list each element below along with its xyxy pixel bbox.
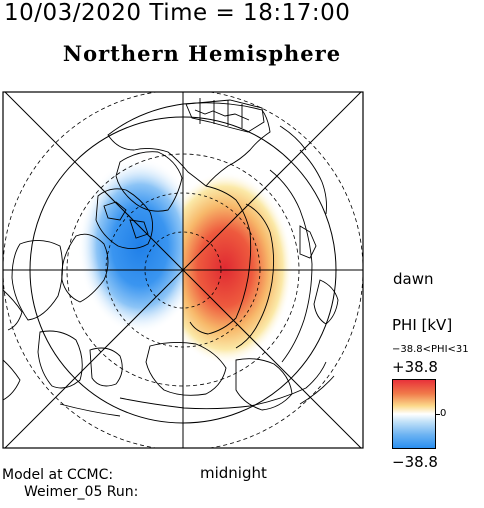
- colorbar: [392, 379, 436, 449]
- midnight-label: midnight: [200, 464, 267, 482]
- negative-cell: [78, 158, 183, 334]
- timestamp: 10/03/2020 Time = 18:17:00: [4, 0, 351, 26]
- positive-cell: [183, 172, 293, 364]
- colorbar-title: PHI [kV]: [392, 316, 453, 334]
- dawn-label: dawn: [393, 270, 434, 288]
- page-title: Northern Hemisphere: [62, 41, 342, 66]
- model-line-1: Model at CCMC:: [2, 467, 114, 483]
- potential-field: [78, 158, 293, 364]
- colorbar-mid-label: 0: [440, 408, 447, 419]
- colorbar-zero-tick: [436, 414, 440, 415]
- colorbar-min-label: −38.8: [392, 453, 438, 471]
- coastlines: [3, 98, 339, 417]
- colorbar-range: −38.8<PHI<31: [392, 345, 469, 355]
- colorbar-max-label: +38.8: [392, 358, 438, 376]
- map-frame: [2, 91, 364, 449]
- model-line-2: Weimer_05 Run:: [24, 484, 139, 500]
